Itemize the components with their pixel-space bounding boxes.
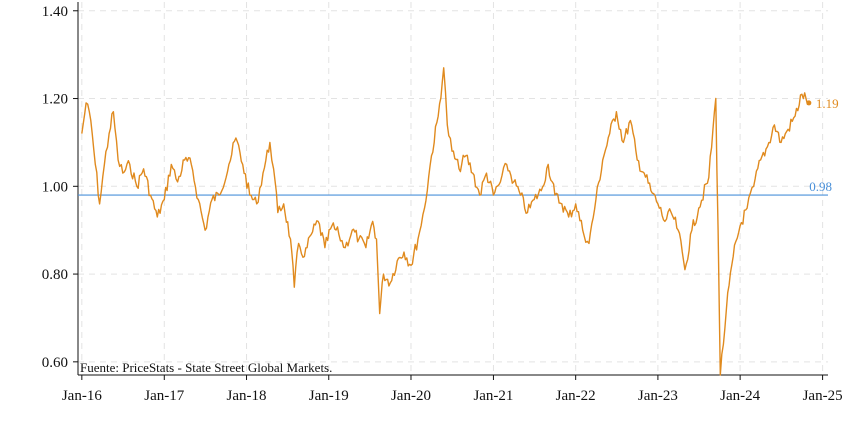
x-tick-label: Jan-20 — [391, 388, 431, 404]
reference-line-label: 0.98 — [809, 179, 832, 194]
x-tick-label: Jan-17 — [144, 388, 184, 404]
x-tick-label: Jan-23 — [638, 388, 678, 404]
x-tick-label: Jan-21 — [473, 388, 513, 404]
source-note: Fuente: PriceStats - State Street Global… — [80, 360, 332, 375]
grid-lines — [78, 2, 828, 375]
series-line — [81, 67, 810, 376]
series-end-point — [806, 100, 812, 106]
labels-group: 1.19 — [816, 96, 839, 111]
x-tick-label: Jan-16 — [62, 388, 102, 404]
x-tick-label: Jan-25 — [803, 388, 843, 404]
y-tick-label: 0.80 — [42, 267, 68, 283]
y-tick-label: 1.00 — [42, 179, 68, 195]
y-tick-label: 1.20 — [42, 92, 68, 108]
x-tick-label: Jan-22 — [556, 388, 596, 404]
x-tick-label: Jan-24 — [720, 388, 760, 404]
x-tick-label: Jan-19 — [309, 388, 349, 404]
axes: 0.60 0.80 1.00 1.20 1.40 Jan-16 Jan-17 Jan-18 Ja… — [42, 2, 843, 404]
series-group — [81, 67, 812, 376]
series-end-label: 1.19 — [816, 96, 839, 111]
y-tick-label: 1.40 — [42, 4, 68, 20]
reference-line-group: 0.98 — [78, 179, 832, 196]
y-tick-label: 0.60 — [42, 355, 68, 371]
x-tick-label: Jan-18 — [227, 388, 267, 404]
